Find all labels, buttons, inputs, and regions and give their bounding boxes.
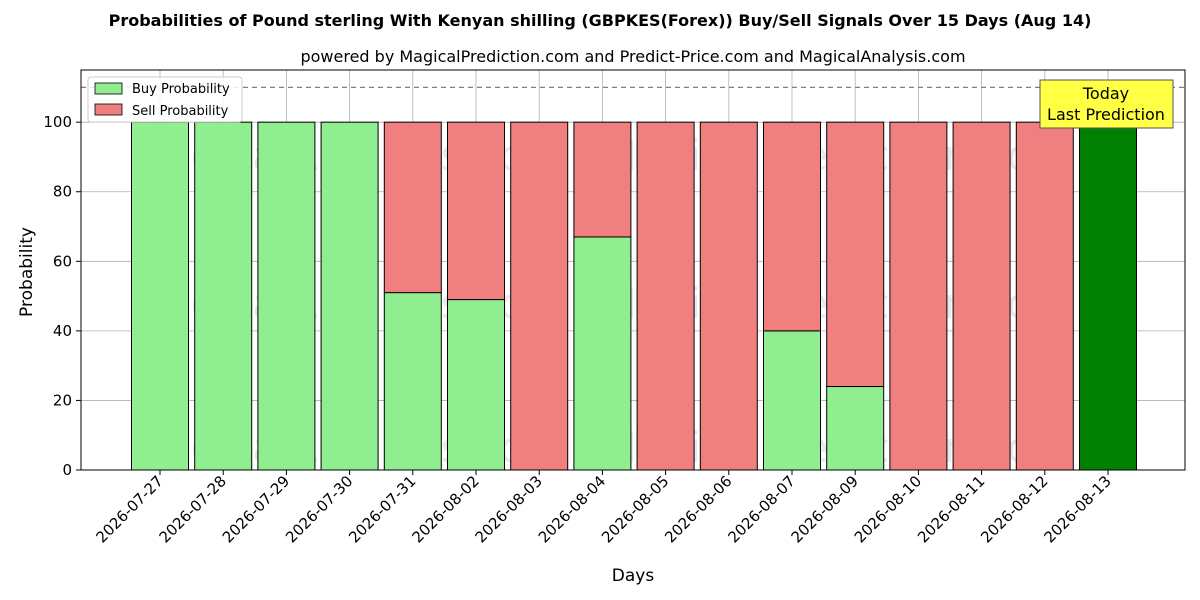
today-bar [1079, 121, 1137, 471]
x-tick-label: 2026-08-11 [914, 472, 988, 546]
sell-bar [763, 121, 821, 332]
today-annotation: Today Last Prediction [1039, 79, 1174, 129]
buy-bar [826, 386, 885, 471]
buy-bar [447, 299, 505, 471]
x-tick-label: 2026-08-13 [1040, 472, 1114, 546]
buy-bar [257, 121, 316, 471]
buy-bar [383, 292, 442, 471]
chart-title: Probabilities of Pound sterling With Ken… [109, 11, 1092, 30]
y-tick-label: 0 [62, 461, 72, 479]
bars [131, 121, 1137, 471]
today-label: Today [1082, 84, 1129, 103]
last-prediction-label: Last Prediction [1047, 105, 1165, 124]
legend-buy-label: Buy Probability [132, 82, 230, 97]
x-tick-label: 2026-08-10 [851, 472, 925, 546]
legend-frame [87, 76, 243, 123]
x-tick-label: 2026-08-04 [535, 472, 609, 546]
axes-frame [80, 69, 1186, 471]
x-tick-label: 2026-07-28 [156, 472, 230, 546]
legend-sell-swatch [94, 103, 123, 116]
sell-bar [573, 121, 632, 238]
y-axis-label: Probability [17, 227, 37, 317]
x-axis-ticks: 2026-07-272026-07-282026-07-292026-07-30… [92, 470, 1115, 546]
y-tick-label: 20 [53, 391, 72, 409]
x-tick-label: 2026-07-27 [92, 472, 166, 546]
legend-sell-label: Sell Probability [132, 104, 229, 119]
sell-bar [699, 121, 758, 471]
sell-bar [447, 121, 505, 301]
x-tick-label: 2026-07-30 [282, 472, 356, 546]
x-tick-label: 2026-08-07 [724, 472, 798, 546]
x-tick-label: 2026-08-09 [788, 472, 862, 546]
buy-bar [763, 330, 821, 471]
x-tick-label: 2026-08-12 [977, 472, 1051, 546]
legend: Buy Probability Sell Probability [87, 76, 243, 123]
x-tick-label: 2026-08-03 [472, 472, 546, 546]
sell-bar [952, 121, 1011, 471]
x-tick-label: 2026-07-31 [345, 472, 419, 546]
x-tick-label: 2026-08-06 [661, 472, 735, 546]
sell-bar [636, 121, 695, 471]
today-box [1039, 79, 1174, 129]
y-tick-label: 60 [53, 252, 72, 270]
buy-bar [573, 236, 632, 471]
chart-subtitle: powered by MagicalPrediction.com and Pre… [300, 47, 965, 66]
buy-bar [131, 121, 189, 471]
sell-bar [383, 121, 442, 294]
sell-bar [1015, 121, 1074, 471]
x-tick-label: 2026-08-02 [408, 472, 482, 546]
y-tick-label: 100 [43, 113, 72, 131]
sell-bar [510, 121, 569, 471]
legend-buy-swatch [94, 82, 123, 95]
buy-bar [320, 121, 379, 471]
buy-bar [194, 121, 253, 471]
x-axis-label: Days [612, 566, 655, 586]
sell-bar [826, 121, 885, 388]
sell-bar [889, 121, 948, 471]
x-tick-label: 2026-07-29 [219, 472, 293, 546]
y-tick-label: 40 [53, 322, 72, 340]
x-tick-label: 2026-08-05 [598, 472, 672, 546]
y-tick-label: 80 [53, 183, 72, 201]
y-axis-ticks: 0 20 40 60 80 100 [43, 113, 81, 479]
